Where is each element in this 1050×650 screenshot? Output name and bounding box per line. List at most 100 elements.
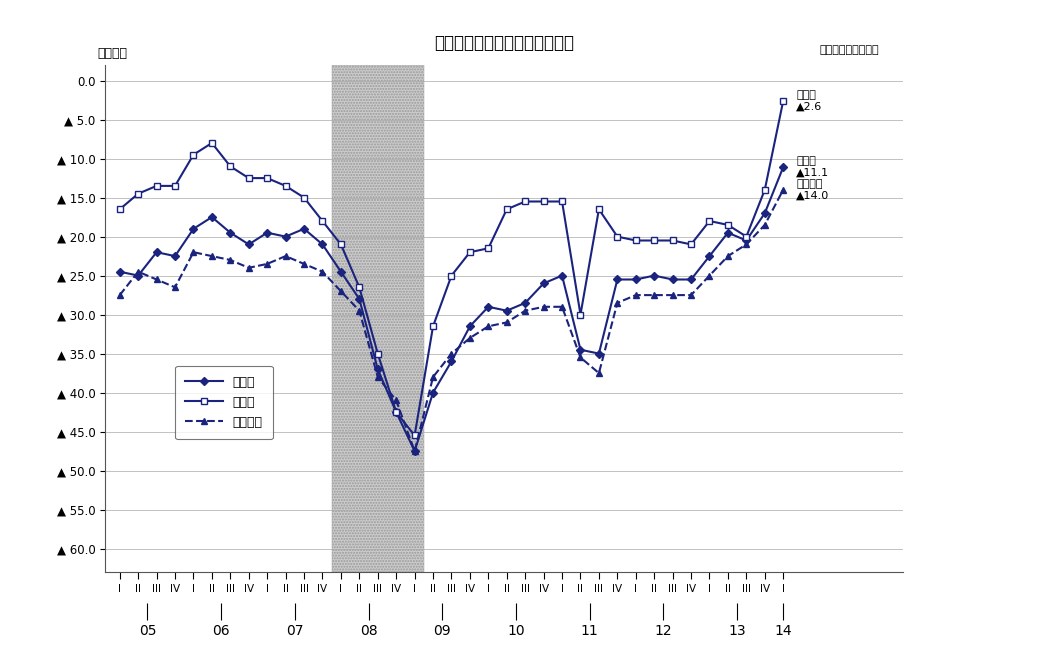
製造業 <box>445 272 458 280</box>
全産業 <box>408 447 421 455</box>
全産業 <box>187 225 200 233</box>
製造業 <box>426 322 439 330</box>
非製造業 <box>629 291 642 299</box>
全産業 <box>279 233 292 240</box>
Legend: 全産業, 製造業, 非製造業: 全産業, 製造業, 非製造業 <box>175 365 273 439</box>
全産業 <box>224 229 236 237</box>
全産業 <box>501 307 513 315</box>
非製造業 <box>298 260 311 268</box>
製造業 <box>611 233 624 240</box>
全産業 <box>464 322 477 330</box>
製造業 <box>224 162 236 170</box>
製造業 <box>169 182 182 190</box>
全産業 <box>629 276 642 283</box>
全産業 <box>648 272 660 280</box>
製造業 <box>353 283 365 291</box>
非製造業 <box>316 268 329 276</box>
全産業 <box>685 276 697 283</box>
非製造業 <box>704 272 716 280</box>
Line: 全産業: 全産業 <box>117 164 786 454</box>
非製造業 <box>740 240 753 248</box>
Text: 全産業
▲11.1: 全産業 ▲11.1 <box>796 157 830 178</box>
全産業 <box>260 229 273 237</box>
全産業 <box>298 225 311 233</box>
製造業 <box>648 237 660 244</box>
非製造業 <box>390 396 402 404</box>
製造業 <box>482 244 495 252</box>
非製造業 <box>353 307 365 315</box>
製造業 <box>335 240 348 248</box>
製造業 <box>298 194 311 202</box>
全産業 <box>206 213 218 221</box>
非製造業 <box>408 447 421 455</box>
Line: 製造業: 製造業 <box>117 98 786 439</box>
全産業 <box>372 365 384 373</box>
Title: 中小企業の業況判断ＤＩの推移: 中小企業の業況判断ＤＩの推移 <box>434 34 574 53</box>
Text: （前期比季調整値）: （前期比季調整値） <box>819 45 879 55</box>
非製造業 <box>206 252 218 260</box>
非製造業 <box>685 291 697 299</box>
製造業 <box>187 151 200 159</box>
製造業 <box>243 174 255 182</box>
製造業 <box>206 139 218 147</box>
非製造業 <box>555 303 568 311</box>
Text: 非製造業
▲14.0: 非製造業 ▲14.0 <box>796 179 830 201</box>
全産業 <box>316 240 329 248</box>
Bar <box>332 65 424 572</box>
非製造業 <box>279 252 292 260</box>
Text: 製造業
▲2.6: 製造業 ▲2.6 <box>796 90 822 112</box>
全産業 <box>353 295 365 303</box>
製造業 <box>574 311 587 318</box>
非製造業 <box>667 291 679 299</box>
Line: 非製造業: 非製造業 <box>117 187 786 454</box>
非製造業 <box>592 369 605 377</box>
製造業 <box>758 186 771 194</box>
全産業 <box>555 272 568 280</box>
全産業 <box>758 209 771 217</box>
製造業 <box>372 350 384 358</box>
全産業 <box>721 229 734 237</box>
全産業 <box>777 163 790 171</box>
製造業 <box>721 221 734 229</box>
製造業 <box>704 217 716 225</box>
全産業 <box>390 408 402 416</box>
製造業 <box>150 182 163 190</box>
非製造業 <box>113 291 126 299</box>
製造業 <box>464 248 477 256</box>
非製造業 <box>611 299 624 307</box>
製造業 <box>667 237 679 244</box>
非製造業 <box>482 322 495 330</box>
非製造業 <box>169 283 182 291</box>
全産業 <box>335 268 348 276</box>
Bar <box>332 65 424 572</box>
非製造業 <box>519 307 531 315</box>
非製造業 <box>464 334 477 342</box>
全産業 <box>740 237 753 244</box>
製造業 <box>519 198 531 205</box>
全産業 <box>445 358 458 365</box>
製造業 <box>555 198 568 205</box>
全産業 <box>482 303 495 311</box>
非製造業 <box>187 248 200 256</box>
製造業 <box>113 205 126 213</box>
全産業 <box>132 272 145 280</box>
非製造業 <box>224 256 236 264</box>
製造業 <box>538 198 550 205</box>
製造業 <box>390 408 402 416</box>
非製造業 <box>574 354 587 361</box>
全産業 <box>704 252 716 260</box>
非製造業 <box>758 221 771 229</box>
製造業 <box>629 237 642 244</box>
製造業 <box>132 190 145 198</box>
製造業 <box>279 182 292 190</box>
全産業 <box>169 252 182 260</box>
製造業 <box>592 205 605 213</box>
非製造業 <box>538 303 550 311</box>
製造業 <box>501 205 513 213</box>
非製造業 <box>445 350 458 358</box>
非製造業 <box>260 260 273 268</box>
製造業 <box>685 240 697 248</box>
非製造業 <box>335 287 348 295</box>
製造業 <box>316 217 329 225</box>
製造業 <box>740 233 753 240</box>
